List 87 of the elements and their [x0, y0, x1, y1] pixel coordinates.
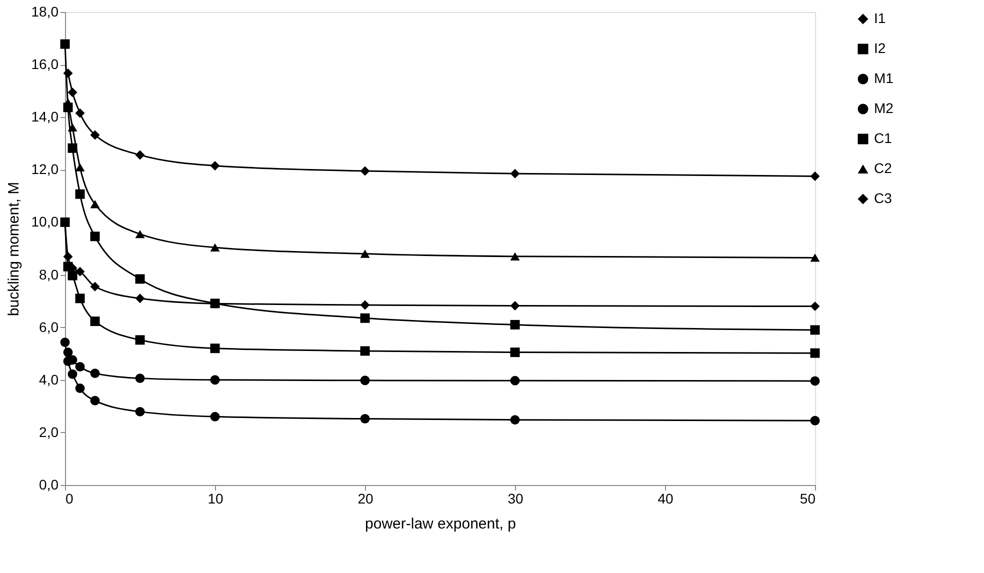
point — [75, 108, 85, 118]
legend-label: C2 — [874, 160, 892, 176]
point — [63, 262, 73, 272]
point — [75, 266, 85, 276]
point — [135, 230, 145, 238]
y-tick-label: 0,0 — [39, 476, 59, 492]
x-tick-label: 0 — [66, 490, 74, 506]
point — [210, 344, 220, 354]
point — [135, 150, 145, 160]
point — [810, 171, 820, 181]
point — [360, 166, 370, 176]
x-tick-label: 20 — [358, 490, 374, 506]
point — [68, 143, 78, 153]
legend-label: I1 — [874, 10, 886, 26]
y-tick-label: 14,0 — [31, 108, 59, 125]
point — [510, 376, 520, 386]
x-axis-title: power-law exponent, p — [365, 516, 516, 532]
point — [510, 252, 520, 260]
y-axis-title: buckling moment, M — [5, 182, 22, 316]
point — [90, 200, 100, 208]
point — [360, 300, 370, 310]
point — [63, 252, 73, 262]
point — [810, 325, 820, 335]
point — [360, 346, 370, 356]
point — [210, 160, 220, 170]
y-tick-label: 16,0 — [31, 56, 59, 72]
y-tick-label: 4,0 — [39, 371, 59, 388]
point — [810, 302, 820, 312]
point — [90, 368, 100, 378]
point — [68, 123, 78, 132]
y-tick-label: 8,0 — [39, 266, 59, 282]
point — [68, 369, 78, 379]
point — [210, 298, 220, 308]
x-tick-label: 50 — [800, 490, 816, 506]
y-tick-label: 6,0 — [39, 318, 59, 335]
point — [210, 243, 220, 252]
point — [210, 412, 220, 422]
point — [360, 250, 370, 258]
point — [63, 348, 73, 358]
point — [90, 232, 100, 242]
point — [510, 301, 520, 311]
point — [810, 348, 820, 358]
point — [75, 294, 85, 304]
legend-label: M1 — [874, 70, 894, 86]
point — [75, 384, 85, 394]
point — [135, 294, 145, 304]
point — [135, 406, 145, 416]
point — [68, 88, 78, 98]
point — [90, 282, 100, 292]
point — [90, 316, 100, 326]
point — [75, 362, 85, 372]
y-tick-label: 12,0 — [31, 161, 59, 178]
legend-label: I2 — [874, 40, 886, 56]
point — [60, 217, 70, 227]
point — [63, 68, 73, 78]
point — [68, 270, 78, 280]
point — [60, 39, 70, 49]
point — [63, 98, 73, 107]
point — [510, 320, 520, 330]
point — [90, 396, 100, 406]
point — [360, 414, 370, 424]
y-tick-label: 10,0 — [31, 214, 59, 230]
point — [210, 375, 220, 385]
point — [63, 356, 73, 366]
legend-label: C3 — [874, 190, 892, 206]
point — [135, 274, 145, 284]
point — [135, 374, 145, 384]
point — [510, 348, 520, 358]
point — [360, 313, 370, 323]
point — [90, 130, 100, 140]
x-tick-label: 30 — [508, 490, 524, 506]
point — [135, 335, 145, 345]
point — [75, 189, 85, 199]
legend-label: M2 — [874, 100, 894, 116]
legend-label: C1 — [874, 130, 892, 146]
point — [75, 163, 85, 172]
x-tick-label: 40 — [658, 490, 674, 506]
y-tick-label: 18,0 — [31, 4, 59, 20]
point — [810, 254, 820, 262]
point — [510, 415, 520, 425]
x-tick-label: 10 — [208, 490, 224, 506]
point — [510, 168, 520, 178]
y-tick-label: 2,0 — [39, 424, 59, 440]
point — [810, 416, 820, 426]
point — [360, 376, 370, 386]
point — [60, 338, 70, 348]
point — [810, 376, 820, 386]
